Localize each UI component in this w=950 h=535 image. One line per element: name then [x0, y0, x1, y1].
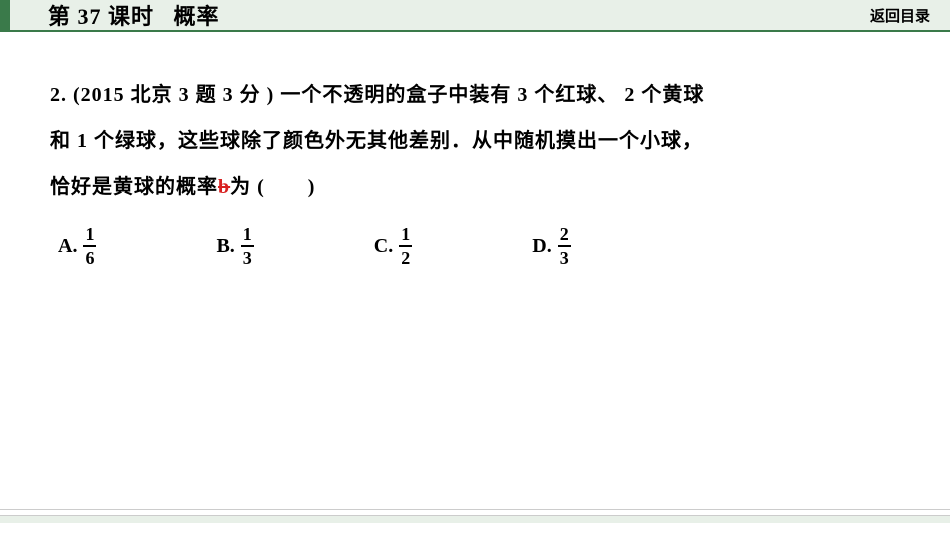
option-a-label: A.: [58, 235, 77, 258]
text-yellow: 个黄球: [641, 84, 704, 106]
question-text-1: 一个不透明的盒子中装有: [280, 84, 511, 106]
text-line2-start: 和: [50, 130, 71, 152]
option-d[interactable]: D. 2 3: [532, 225, 570, 267]
option-b-numerator: 1: [241, 225, 254, 245]
question-source: (2015 北京 3 题 3 分 ): [73, 84, 274, 106]
footer-line-top: [0, 509, 950, 516]
option-c-numerator: 1: [399, 225, 412, 245]
green-ball-count: 1: [77, 130, 88, 152]
option-a[interactable]: A. 1 6: [58, 225, 96, 267]
option-c[interactable]: C. 1 2: [374, 225, 412, 267]
text-line3: 恰好是黄球的概率: [50, 176, 218, 198]
header-accent-bar: [0, 0, 10, 32]
content-area: 2. (2015 北京 3 题 3 分 ) 一个不透明的盒子中装有 3 个红球、…: [0, 32, 950, 267]
option-c-denominator: 2: [399, 245, 412, 267]
red-ball-count: 3: [517, 84, 528, 106]
option-c-label: C.: [374, 235, 393, 258]
footer-decoration: [0, 509, 950, 523]
option-b-fraction: 1 3: [241, 225, 254, 267]
return-link[interactable]: 返回目录: [870, 5, 930, 26]
answer-blank: ( ): [257, 164, 316, 210]
option-a-denominator: 6: [83, 245, 96, 267]
option-d-denominator: 3: [558, 245, 571, 267]
text-red: 个红球、: [534, 84, 618, 106]
answer-correction-mark: b: [218, 164, 230, 210]
option-d-fraction: 2 3: [558, 225, 571, 267]
lesson-number: 37: [78, 4, 102, 29]
option-b-label: B.: [216, 235, 234, 258]
text-line2-mid: 个绿球，这些球除了颜色外无其他差别．从中随机摸出一个小球，: [94, 130, 703, 152]
lesson-topic: 概率: [174, 4, 220, 29]
option-c-fraction: 1 2: [399, 225, 412, 267]
lesson-prefix: 第: [48, 4, 71, 29]
options-row: A. 1 6 B. 1 3 C. 1 2 D. 2 3: [50, 225, 900, 267]
yellow-ball-count: 2: [624, 84, 635, 106]
paren-close: ): [308, 176, 317, 198]
question-number: 2.: [50, 84, 67, 106]
footer-line-bottom: [0, 516, 950, 523]
lesson-suffix: 课时: [108, 4, 154, 29]
option-a-numerator: 1: [83, 225, 96, 245]
paren-open: (: [257, 176, 266, 198]
lesson-header: 第 37 课时 概率 返回目录: [0, 0, 950, 32]
lesson-title: 第 37 课时 概率: [48, 0, 220, 31]
question-body: 2. (2015 北京 3 题 3 分 ) 一个不透明的盒子中装有 3 个红球、…: [50, 72, 900, 210]
option-d-label: D.: [532, 235, 551, 258]
option-b[interactable]: B. 1 3: [216, 225, 253, 267]
option-b-denominator: 3: [241, 245, 254, 267]
text-wei: 为: [230, 176, 251, 198]
option-a-fraction: 1 6: [83, 225, 96, 267]
option-d-numerator: 2: [558, 225, 571, 245]
